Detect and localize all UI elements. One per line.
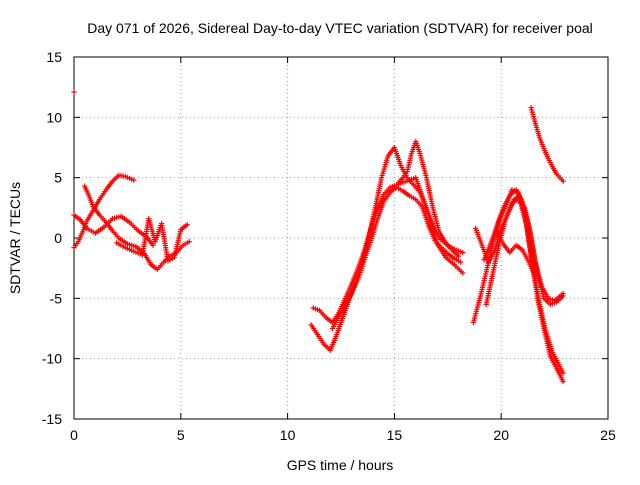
data-point	[131, 177, 137, 183]
data-point	[184, 222, 190, 228]
y-tick-label: 10	[46, 109, 62, 125]
series-track-h	[396, 138, 462, 259]
data-point	[560, 370, 566, 376]
data-point	[560, 378, 566, 385]
y-tick-labels: -15 -10 -5 0 5 10 15	[42, 49, 62, 427]
data-point	[532, 274, 538, 280]
x-tick-label: 15	[387, 427, 403, 443]
series-track-g	[329, 184, 464, 332]
x-tick-label: 5	[177, 427, 185, 443]
x-tick-label: 25	[600, 427, 616, 443]
chart-title: Day 071 of 2026, Sidereal Day-to-day VTE…	[87, 20, 593, 36]
series-track-n	[528, 105, 566, 184]
x-tick-label: 10	[280, 427, 296, 443]
series-track-j	[472, 196, 566, 376]
data-point	[460, 270, 466, 276]
y-tick-label: -10	[42, 351, 62, 367]
y-tick-label: 0	[54, 230, 62, 246]
data-point	[150, 242, 156, 248]
y-tick-label: -15	[42, 411, 62, 427]
data-point	[560, 290, 566, 297]
x-tick-labels: 0 5 10 15 20 25	[70, 427, 616, 443]
data-point	[458, 259, 464, 265]
data-point	[460, 249, 466, 256]
series-track-d	[114, 216, 190, 264]
data-points	[71, 89, 566, 385]
series-track-b	[71, 212, 156, 248]
data-point	[186, 239, 192, 245]
data-point	[560, 178, 566, 184]
y-tick-label: -5	[50, 290, 63, 306]
axis-ticks	[73, 56, 609, 420]
y-tick-label: 15	[46, 49, 62, 65]
series-track-a	[71, 172, 137, 251]
x-tick-label: 0	[70, 427, 78, 443]
data-point	[71, 89, 77, 95]
series-track-l	[481, 187, 566, 304]
y-axis-label: SDTVAR / TECUs	[7, 182, 23, 294]
data-point	[455, 253, 462, 259]
x-tick-label: 20	[493, 427, 509, 443]
series-outlier	[71, 89, 77, 95]
x-axis-label: GPS time / hours	[287, 457, 394, 473]
y-tick-label: 5	[54, 170, 62, 186]
series-track-m	[494, 229, 538, 280]
